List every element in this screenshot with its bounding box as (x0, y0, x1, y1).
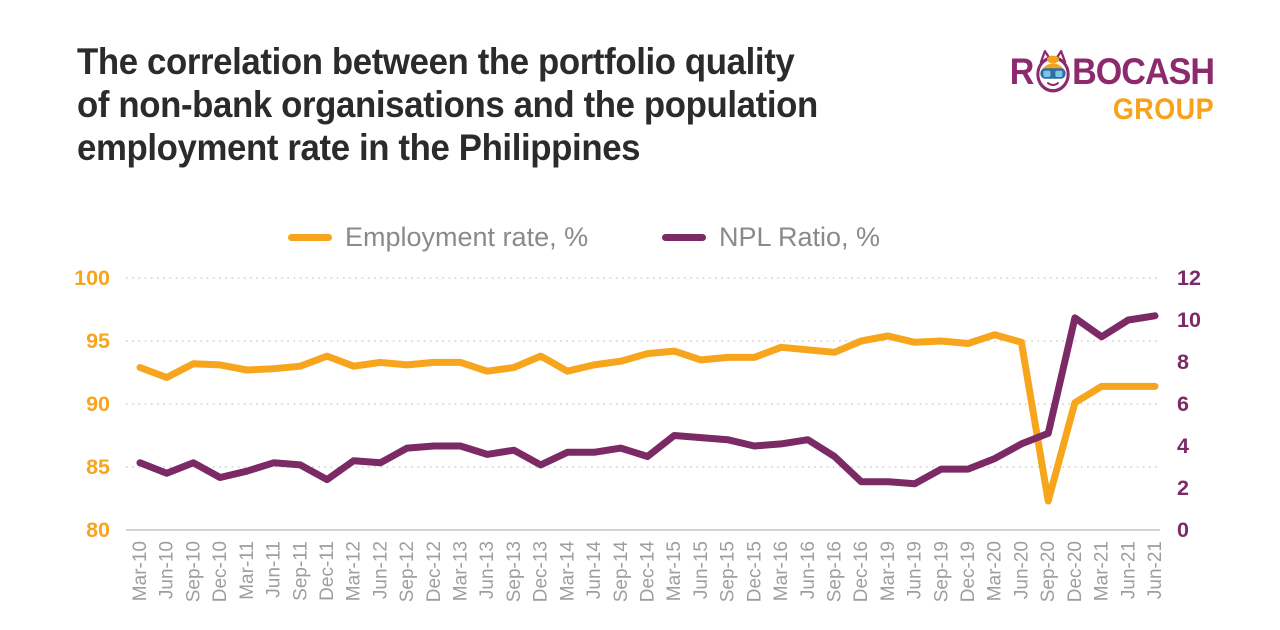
x-axis-tick-label: Mar-16 (771, 541, 792, 601)
logo-text-r: R (1009, 51, 1035, 92)
x-axis-tick-label: Sep-16 (825, 541, 846, 602)
page-title: The correlation between the portfolio qu… (77, 40, 961, 169)
x-axis-tick-label: Sep-10 (183, 541, 204, 602)
x-axis-tick-label: Sep-19 (931, 541, 952, 602)
right-axis-tick-label: 6 (1177, 392, 1189, 416)
x-axis-tick-label: Dec-20 (1065, 541, 1086, 602)
title-line-3: employment rate in the Philippines (77, 127, 641, 168)
x-axis-tick-label: Mar-14 (557, 541, 578, 602)
left-axis-tick-label: 90 (86, 392, 110, 416)
right-axis-tick-label: 4 (1177, 434, 1189, 458)
legend-label-employment-rate: Employment rate, % (345, 222, 589, 252)
x-axis-tick-label: Sep-13 (504, 541, 525, 602)
employment-rate-legend-dash-icon (288, 233, 332, 241)
x-axis-tick-label: Dec-14 (638, 541, 659, 603)
x-axis-tick-label: Mar-11 (237, 541, 258, 600)
left-axis-tick-label: 80 (86, 518, 110, 542)
x-axis-tick-label: Dec-16 (851, 541, 872, 602)
right-axis-tick-label: 2 (1177, 476, 1189, 500)
legend-item-employment-rate: Employment rate, % (288, 221, 588, 253)
x-axis-tick-label: Jun-14 (584, 541, 605, 600)
x-axis-tick-label: Dec-13 (531, 541, 552, 602)
x-axis-tick-label: Jun-21 (1118, 541, 1139, 599)
x-axis-tick-label: Mar-13 (451, 541, 472, 601)
npl-ratio-legend-dash-icon (662, 233, 706, 241)
robocash-wordmark: R BOCASH (1009, 49, 1215, 94)
left-axis-tick-label: 85 (86, 455, 110, 479)
right-axis-tick-label: 8 (1177, 350, 1189, 374)
title-line-1: The correlation between the portfolio qu… (77, 41, 795, 82)
right-axis-tick-label: 10 (1177, 308, 1201, 332)
x-axis-tick-label: Sep-15 (718, 541, 739, 602)
right-axis-tick-label: 0 (1177, 518, 1189, 542)
chart-svg: 100 95 90 85 80 12 10 8 6 4 2 0 Mar-10 Jun-10 Sep-10 De… (74, 266, 1201, 603)
legend-item-npl-ratio: NPL Ratio, % (662, 221, 880, 253)
x-axis-tick-label: Mar-15 (664, 541, 685, 601)
x-axis-tick-label: Mar-19 (878, 541, 899, 601)
left-axis-tick-label: 95 (86, 329, 110, 353)
x-axis-tick-label: Jun-20 (1011, 541, 1032, 599)
x-axis-tick-label: Jun-16 (798, 541, 819, 599)
x-axis-tick-label: Sep-11 (290, 541, 311, 601)
title-line-2: of non-bank organisations and the popula… (77, 84, 818, 125)
x-axis-tick-label: Jun-15 (691, 541, 712, 599)
left-axis-tick-label: 100 (74, 266, 110, 290)
series-line-npl-ratio (136, 312, 1159, 488)
x-axis-tick-label: Jun-21 (1145, 541, 1166, 599)
x-axis-tick-label: Dec-19 (958, 541, 979, 602)
robot-head-icon (1035, 49, 1070, 93)
x-axis-tick-label: Mar-10 (130, 541, 151, 601)
logo-text-bocash: BOCASH (1072, 51, 1215, 92)
x-axis-tick-label: Dec-15 (744, 541, 765, 602)
x-axis-tick-label: Mar-20 (985, 541, 1006, 601)
x-axis-tick-label: Jun-19 (905, 541, 926, 599)
x-axis-tick-label: Mar-12 (344, 541, 365, 601)
x-axis-tick-label: Jun-12 (370, 541, 391, 599)
x-axis-tick-label: Jun-11 (264, 541, 285, 598)
x-axis-tick-label: Sep-14 (611, 541, 632, 603)
x-axis-tick-label: Sep-20 (1038, 541, 1059, 602)
legend-label-npl-ratio: NPL Ratio, % (719, 222, 881, 252)
robocash-logo: R BOCASH GROUP (992, 49, 1215, 126)
series-line-employment-rate (136, 331, 1159, 505)
logo-text-group: GROUP (1112, 93, 1214, 126)
x-axis-tick-label: Jun-10 (157, 541, 178, 599)
right-axis-tick-label: 12 (1177, 266, 1201, 290)
x-axis-tick-label: Dec-10 (210, 541, 231, 602)
x-axis-tick-label: Jun-13 (477, 541, 498, 599)
x-axis-tick-label: Dec-11 (317, 541, 338, 601)
x-axis-tick-label: Dec-12 (424, 541, 445, 602)
x-axis-tick-label: Mar-21 (1092, 541, 1113, 601)
x-axis-tick-label: Sep-12 (397, 541, 418, 602)
